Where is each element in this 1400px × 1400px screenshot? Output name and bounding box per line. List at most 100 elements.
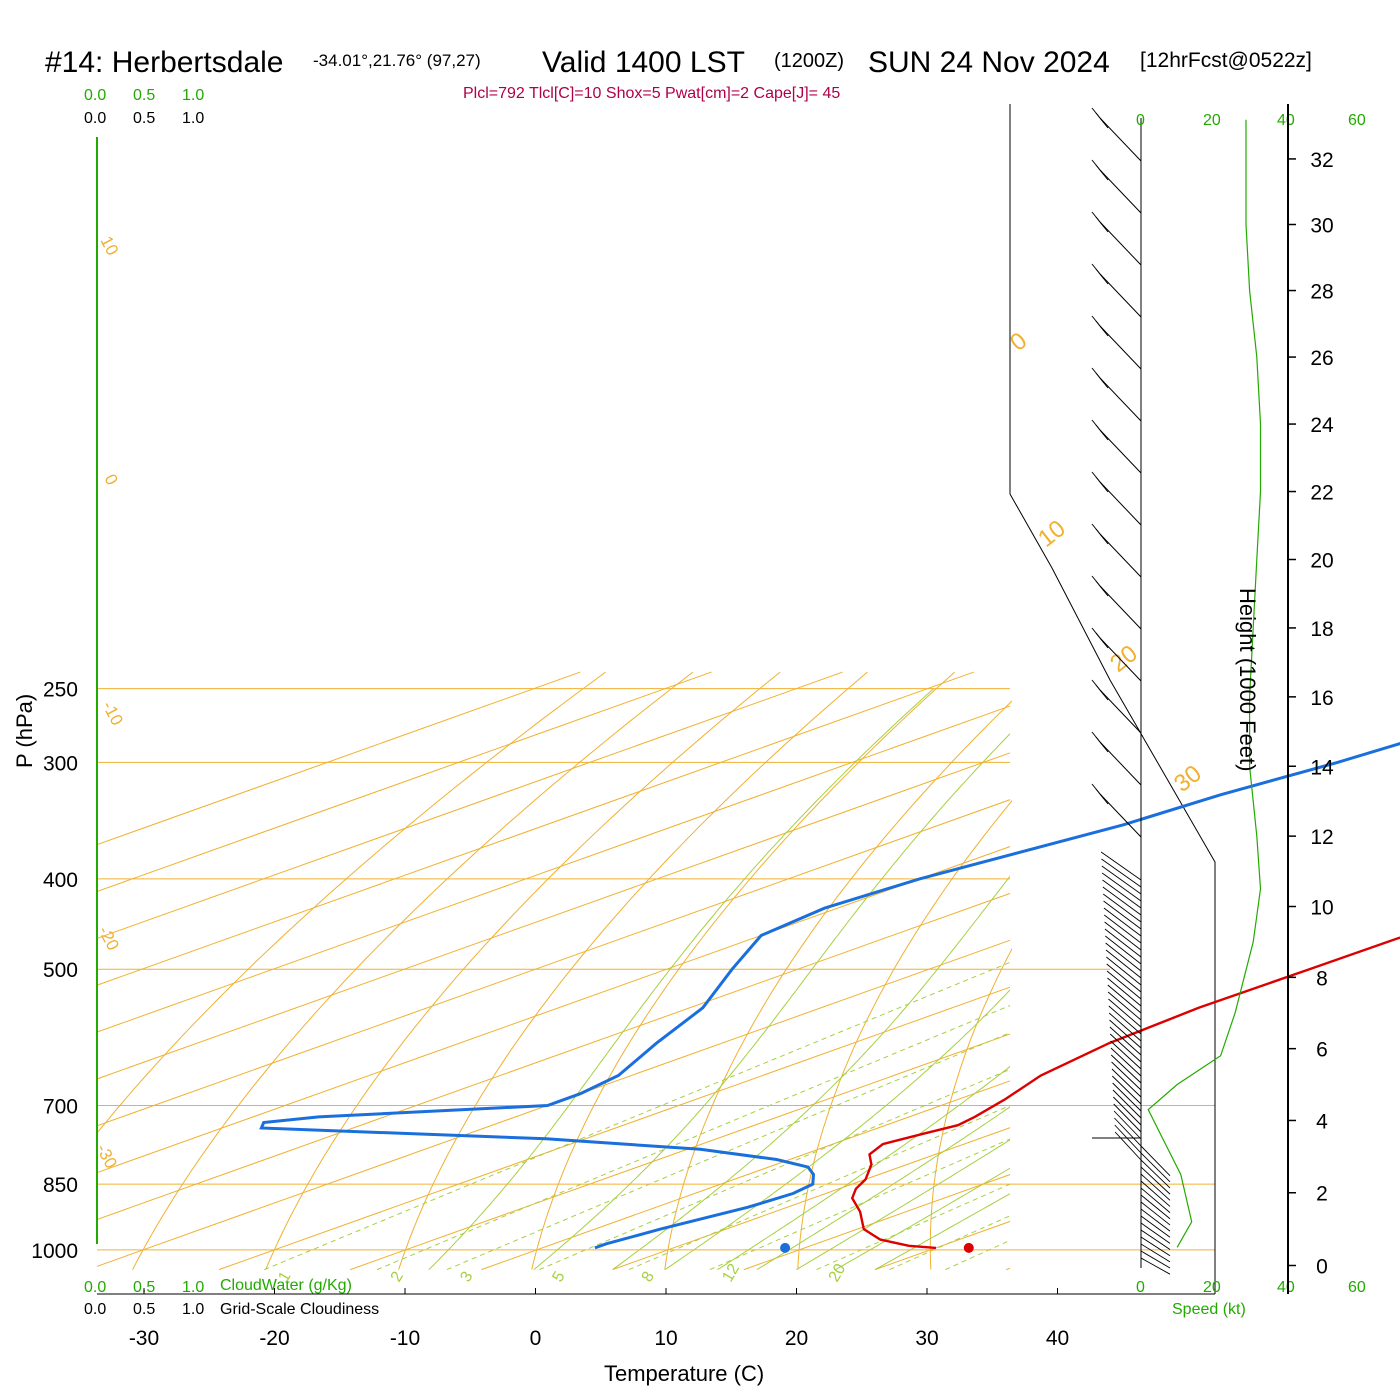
barb-shaft (1140, 1159, 1171, 1189)
barb-shaft (1111, 1061, 1142, 1091)
wind-barb (1114, 1117, 1142, 1147)
speed-tick: 60 (1348, 1279, 1366, 1296)
barb-shaft (1109, 1033, 1142, 1063)
isotherm-line (97, 752, 1010, 1080)
wind-barb (1104, 921, 1142, 951)
wind-barb (1109, 1033, 1142, 1063)
wind-barb (1140, 1229, 1171, 1250)
wind-barb (1114, 1124, 1142, 1154)
barb-shaft (1099, 533, 1142, 578)
wind-barb (1101, 865, 1142, 895)
dewpoint-line (259, 742, 1400, 1250)
wind-barb (1140, 1250, 1171, 1269)
wind-barb (1107, 991, 1142, 1021)
cloudiness-tick: 1.0 (182, 110, 204, 127)
barb-shaft (1104, 928, 1142, 958)
cloudwater-label: CloudWater (g/Kg) (220, 1277, 352, 1294)
barb-shaft (1099, 221, 1142, 266)
wind-barb (1113, 1110, 1142, 1140)
isotherm-label: -10 (98, 698, 126, 729)
height-tick-label: 30 (1310, 215, 1333, 238)
height-tick-label: 14 (1310, 756, 1334, 779)
y-axis-label: P (hPa) (12, 694, 37, 768)
isotherm-label: 0 (1005, 327, 1032, 357)
barb-flag (1099, 221, 1109, 233)
pressure-tick-label: 300 (43, 752, 78, 775)
barb-shaft (1107, 984, 1142, 1014)
moist-adiabat-lines (428, 688, 1010, 1271)
cloudwater-tick: 0.0 (84, 1279, 106, 1296)
surface-dewpoint-marker (780, 1242, 791, 1253)
barb-flag (1099, 637, 1109, 649)
mixing-ratio-line (539, 1068, 1010, 1271)
barb-shaft (1140, 1229, 1171, 1250)
barb-shaft (1099, 637, 1142, 682)
plot-border (1009, 104, 1216, 1294)
moist-adiabat-line (717, 1065, 1010, 1271)
barb-shaft (1140, 1173, 1171, 1201)
speed-tick: 20 (1203, 1279, 1221, 1296)
pressure-tick-label: 500 (43, 959, 78, 982)
mixing-ratio-label: 8 (639, 1269, 658, 1285)
dry-adiabat-line (797, 799, 1012, 1270)
station-coords: -34.01°,21.76° (97,27) (313, 51, 481, 70)
dry-adiabat-line (132, 671, 694, 1270)
barb-shaft (1106, 956, 1142, 986)
wind-barb (1140, 1145, 1171, 1176)
speed-tick: 20 (1203, 112, 1221, 129)
barb-shaft (1140, 1243, 1171, 1263)
barb-shaft (1101, 858, 1142, 888)
barb-shaft (1099, 169, 1142, 214)
moist-adiabat-line (428, 688, 935, 1270)
wind-barb (1101, 872, 1142, 902)
wind-barb (1112, 1089, 1142, 1119)
moist-adiabat-line (533, 733, 1010, 1270)
wind-barb (1105, 935, 1142, 965)
wind-barb (1110, 1040, 1142, 1070)
barb-shaft (1099, 273, 1142, 318)
isotherm-line (350, 1033, 1010, 1271)
station-title: #14: Herbertsdale (45, 46, 283, 79)
wind-barb (1140, 1208, 1171, 1232)
barb-shaft (1140, 1180, 1171, 1207)
barb-shaft (1140, 1187, 1171, 1213)
mixing-ratio-line (376, 1004, 1010, 1271)
mixing-ratio-label: 5 (550, 1269, 569, 1285)
speed-axis-top: 0 20 40 60 (1136, 112, 1366, 129)
isotherm-line (97, 671, 843, 939)
cloudiness-tick: 1.0 (182, 1301, 204, 1318)
dry-adiabat-line (664, 700, 1012, 1270)
barb-shaft (1099, 429, 1142, 474)
barb-shaft (1113, 1096, 1142, 1126)
height-tick-label: 28 (1310, 281, 1333, 304)
wind-barbs (1091, 107, 1171, 1275)
wind-barb (1108, 998, 1142, 1028)
isotherm-label: 0 (100, 471, 121, 488)
barb-flag (1099, 273, 1109, 285)
pressure-tick-label: 250 (43, 679, 78, 702)
height-tick-label: 10 (1310, 897, 1333, 920)
wind-barb (1091, 419, 1142, 474)
height-tick-label: 0 (1316, 1256, 1328, 1279)
barb-shaft (1140, 1166, 1171, 1195)
mixing-ratio-line (709, 1138, 1010, 1271)
wind-barb (1103, 900, 1142, 930)
isotherm-line (97, 705, 1010, 1033)
mixing-ratio-line (816, 1183, 1010, 1271)
temperature-axis: -30 -20 -10 0 10 20 30 40 (129, 1288, 1069, 1350)
utc-time: (1200Z) (774, 50, 844, 72)
barb-shaft (1110, 1047, 1142, 1077)
barb-flag (1099, 169, 1109, 181)
barb-shaft (1103, 907, 1142, 937)
wind-barb (1091, 107, 1142, 162)
speed-tick: 40 (1277, 1279, 1295, 1296)
wind-barb (1091, 523, 1142, 578)
isotherm-label: 20 (1105, 640, 1143, 678)
isotherm-line (218, 986, 1010, 1271)
temperature-line (850, 936, 1400, 1250)
barb-shaft (1113, 1103, 1142, 1133)
barb-shaft (1140, 1145, 1171, 1176)
wind-barb (1091, 263, 1142, 318)
moist-adiabat-line (612, 875, 1010, 1271)
isotherm-label: -20 (94, 923, 122, 954)
